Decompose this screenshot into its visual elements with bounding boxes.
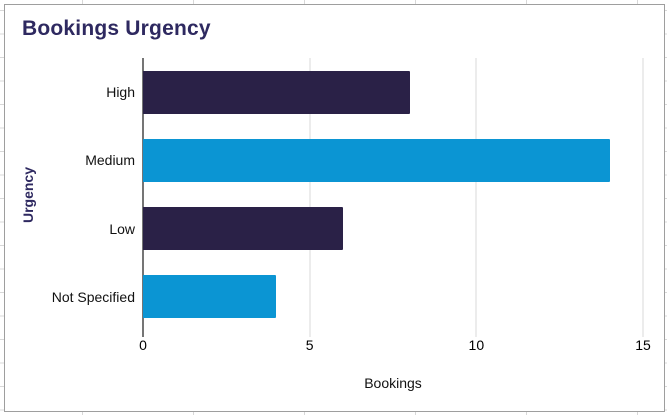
y-axis-line <box>142 58 144 331</box>
bar-row: High <box>106 58 655 126</box>
bar-medium[interactable] <box>143 138 610 182</box>
plot-area: High Medium Low Not Specified <box>52 58 655 337</box>
bar-low[interactable] <box>143 207 343 251</box>
x-axis-title: Bookings <box>364 375 422 391</box>
gridlines <box>142 58 644 337</box>
bar-rows: High Medium Low Not Specified <box>52 58 655 331</box>
x-tick-labels: 0 5 10 15 <box>139 337 651 356</box>
bar-high[interactable] <box>143 70 410 114</box>
category-label: Medium <box>85 152 135 169</box>
category-label: Not Specified <box>51 288 135 305</box>
bar-row: Medium <box>85 126 655 194</box>
x-tick-mark <box>642 331 644 337</box>
gridline <box>309 58 311 331</box>
x-tick-mark <box>309 331 311 337</box>
bar-not-specified[interactable] <box>143 275 277 319</box>
chart-container[interactable]: Bookings Urgency High Medium Low Not Specif… <box>4 4 665 412</box>
x-tick-label: 15 <box>635 337 651 353</box>
x-tick-mark <box>475 331 477 337</box>
gridline <box>642 58 644 331</box>
x-tick-label: 5 <box>305 337 314 353</box>
bar-row: Not Specified <box>52 263 655 331</box>
chart-title: Bookings Urgency <box>22 17 211 40</box>
x-tick-label: 10 <box>468 337 485 353</box>
category-label: Low <box>109 220 135 237</box>
y-axis-title: Urgency <box>20 166 36 224</box>
bar-row: Low <box>109 195 655 263</box>
x-tick-label: 0 <box>139 337 147 353</box>
gridline <box>475 58 477 331</box>
category-label: High <box>106 84 135 101</box>
x-tick-mark <box>142 331 144 337</box>
